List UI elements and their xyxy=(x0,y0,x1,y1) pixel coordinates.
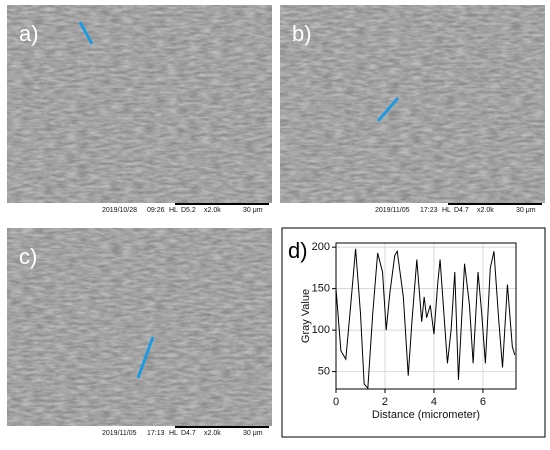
info-text: HL xyxy=(169,430,178,437)
info-text: x2.0k xyxy=(477,207,494,214)
plot-frame xyxy=(335,242,517,390)
sem-image xyxy=(280,5,545,203)
info-bar xyxy=(7,203,272,216)
y-tick-label: 100 xyxy=(312,324,330,336)
x-axis-label: Distance (micrometer) xyxy=(372,409,480,421)
y-axis-label: Gray Value xyxy=(300,289,312,343)
info-bar xyxy=(280,203,545,216)
x-tick-label: 6 xyxy=(480,396,486,408)
info-text: 09:26 xyxy=(147,207,165,214)
measure-line xyxy=(376,97,400,122)
panel-label: d) xyxy=(288,238,308,263)
info-text: D4.7 xyxy=(454,207,469,214)
panel-frame xyxy=(281,227,546,438)
info-text: 30 μm xyxy=(516,207,536,214)
sem-image xyxy=(7,228,272,426)
panel-label: a) xyxy=(19,21,39,46)
x-tick-label: 0 xyxy=(333,396,339,408)
info-text: x2.0k xyxy=(204,430,221,437)
info-text: D5.2 xyxy=(181,207,196,214)
info-text: 2019/10/28 xyxy=(102,207,137,214)
x-tick-label: 2 xyxy=(382,396,388,408)
profile-line xyxy=(335,248,516,390)
info-text: 30 μm xyxy=(243,430,263,437)
measure-line xyxy=(136,336,155,379)
y-tick-label: 150 xyxy=(312,283,330,295)
x-tick-label: 4 xyxy=(431,396,437,408)
info-text: 2019/11/05 xyxy=(102,430,137,437)
info-bar xyxy=(7,426,272,439)
info-text: 17:13 xyxy=(147,430,165,437)
info-text: D4.7 xyxy=(181,430,196,437)
sem-image xyxy=(7,5,272,203)
info-text: 2019/11/05 xyxy=(375,207,410,214)
panel-label: c) xyxy=(19,244,37,269)
panel-label: b) xyxy=(292,21,312,46)
info-text: HL xyxy=(442,207,451,214)
measure-line xyxy=(78,21,94,45)
y-tick-label: 200 xyxy=(312,241,330,253)
info-text: 30 μm xyxy=(243,207,263,214)
y-tick-label: 50 xyxy=(318,365,330,377)
info-text: HL xyxy=(169,207,178,214)
info-text: x2.0k xyxy=(204,207,221,214)
info-text: 17:23 xyxy=(420,207,438,214)
